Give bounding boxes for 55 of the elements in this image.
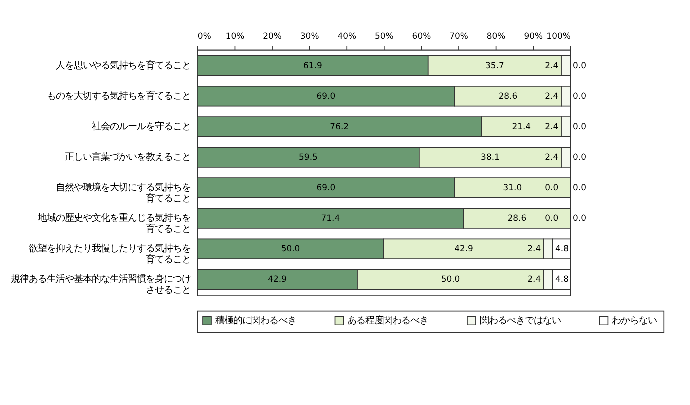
data-label: 28.6: [508, 213, 527, 224]
data-label: 2.4: [545, 121, 559, 132]
y-tick-label: 自然や環境を大切にする気持ちを育てること: [56, 182, 192, 205]
legend-label: 関わるべきではない: [480, 315, 561, 326]
legend-label: わからない: [612, 315, 658, 326]
data-label: 0.0: [573, 152, 586, 162]
data-label: 42.9: [454, 244, 474, 254]
x-tick-label: 20%: [263, 31, 282, 42]
legend-label: ある程度関わるべき: [348, 315, 429, 326]
legend-label: 積極的に関わるべき: [215, 315, 296, 326]
data-label: 76.2: [330, 121, 350, 132]
x-tick-label: 70%: [450, 31, 468, 42]
data-label: 0.0: [573, 213, 586, 224]
data-label: 0.0: [573, 60, 586, 70]
y-tick-label: 人を思いやる気持ちを育てること: [56, 60, 192, 72]
x-tick-label: 50%: [375, 31, 394, 42]
data-label: 69.0: [316, 182, 336, 193]
data-label: 69.0: [316, 90, 336, 101]
data-label: 0.0: [573, 182, 586, 193]
y-tick-label: 正しい言葉づかいを教えること: [65, 152, 192, 164]
y-tick-label: 欲望を抑えたり我慢したりする気持ちを育てること: [29, 244, 192, 266]
data-label: 28.6: [498, 90, 518, 101]
data-label: 42.9: [268, 274, 287, 284]
y-tick-label: 地域の歴史や文化を重んじる気持ちを育てること: [37, 213, 192, 236]
data-label: 71.4: [321, 213, 340, 224]
data-label: 0.0: [545, 213, 559, 224]
y-tick-label: 社会のルールを守ること: [92, 121, 192, 132]
data-label: 2.4: [545, 60, 559, 70]
data-label: 21.4: [512, 121, 532, 132]
data-label: 4.8: [555, 274, 569, 284]
x-tick-label: 80%: [486, 31, 506, 42]
data-label: 50.0: [281, 244, 300, 254]
data-label: 59.5: [299, 152, 318, 162]
data-label: 4.8: [555, 244, 569, 254]
data-label: 0.0: [573, 90, 586, 101]
x-tick-label: 60%: [412, 31, 432, 42]
data-label: 2.4: [545, 90, 559, 101]
x-tick-label: 0%: [198, 31, 212, 42]
data-label: 2.4: [528, 244, 542, 254]
data-label: 0.0: [573, 121, 586, 132]
y-tick-label: ものを大切する気持ちを育てること: [47, 90, 192, 102]
data-label: 50.0: [441, 274, 460, 284]
x-tick-label: 90%: [524, 31, 544, 42]
x-tick-label: 100%: [546, 31, 571, 42]
data-label: 2.4: [528, 274, 542, 284]
x-tick-label: 30%: [300, 31, 320, 42]
data-label: 0.0: [545, 182, 559, 193]
x-tick-label: 40%: [338, 31, 357, 42]
data-label: 35.7: [486, 60, 504, 70]
data-label: 38.1: [481, 152, 500, 162]
data-label: 31.0: [503, 182, 522, 193]
x-tick-label: 10%: [226, 31, 245, 42]
data-label: 2.4: [545, 152, 559, 162]
y-tick-label: 規律ある生活や基本的な生活習慣を身につけさせること: [11, 274, 192, 296]
data-label: 61.9: [304, 60, 322, 70]
